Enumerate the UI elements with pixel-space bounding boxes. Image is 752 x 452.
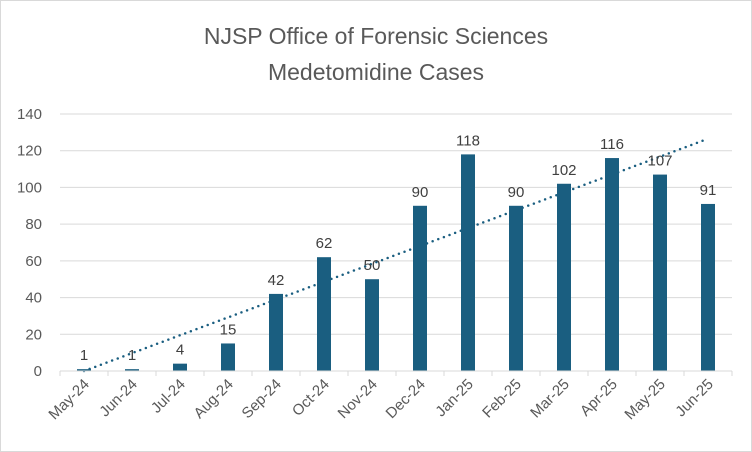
x-tick-label: Jan-25 xyxy=(432,376,476,420)
y-tick-label: 40 xyxy=(25,290,42,307)
bar xyxy=(461,154,475,371)
bar xyxy=(557,183,571,371)
bar xyxy=(317,257,331,371)
x-tick-label: Nov-24 xyxy=(335,376,381,422)
y-tick-label: 120 xyxy=(17,143,42,160)
data-label: 50 xyxy=(364,257,381,274)
data-label: 4 xyxy=(176,342,184,359)
data-label: 118 xyxy=(456,132,480,149)
x-tick-label: Feb-25 xyxy=(479,376,525,422)
x-tick-label: Jun-24 xyxy=(96,376,140,420)
bar xyxy=(125,369,139,371)
y-tick-label: 100 xyxy=(17,179,42,196)
bar xyxy=(173,363,187,371)
data-label: 102 xyxy=(551,162,576,179)
bar xyxy=(653,174,667,371)
y-tick-label: 140 xyxy=(17,106,42,123)
y-tick-label: 20 xyxy=(25,326,42,343)
chart-title-line-2: Medetomidine Cases xyxy=(268,59,484,85)
x-tick-label: Apr-25 xyxy=(577,376,621,420)
x-tick-label: Jun-25 xyxy=(672,376,716,420)
bar xyxy=(365,279,379,371)
y-tick-label: 80 xyxy=(25,216,42,233)
data-label: 15 xyxy=(220,321,237,338)
bar xyxy=(605,158,619,371)
bar xyxy=(509,205,523,371)
x-tick-label: Dec-24 xyxy=(383,376,429,422)
data-label: 90 xyxy=(508,184,525,201)
bar xyxy=(701,203,715,371)
bar xyxy=(269,293,283,371)
x-tick-label: May-25 xyxy=(621,376,668,423)
data-label: 62 xyxy=(316,235,333,252)
x-tick-label: Sep-24 xyxy=(239,376,285,422)
data-label: 42 xyxy=(268,272,285,289)
data-label: 91 xyxy=(700,182,717,199)
data-label: 1 xyxy=(128,347,136,364)
data-label: 116 xyxy=(600,136,624,153)
x-tick-label: Jul-24 xyxy=(148,376,189,417)
bar xyxy=(221,343,235,371)
x-tick-label: Oct-24 xyxy=(289,376,333,420)
x-tick-label: Aug-24 xyxy=(191,376,237,422)
y-tick-label: 60 xyxy=(25,253,42,270)
x-tick-label: May-24 xyxy=(45,376,92,423)
x-tick-label: Mar-25 xyxy=(527,376,573,422)
data-label: 90 xyxy=(412,184,429,201)
chart-title-line-1: NJSP Office of Forensic Sciences xyxy=(204,23,548,49)
data-label: 1 xyxy=(80,347,88,364)
bar xyxy=(413,205,427,371)
y-tick-label: 0 xyxy=(34,363,42,380)
data-label: 107 xyxy=(647,153,672,170)
